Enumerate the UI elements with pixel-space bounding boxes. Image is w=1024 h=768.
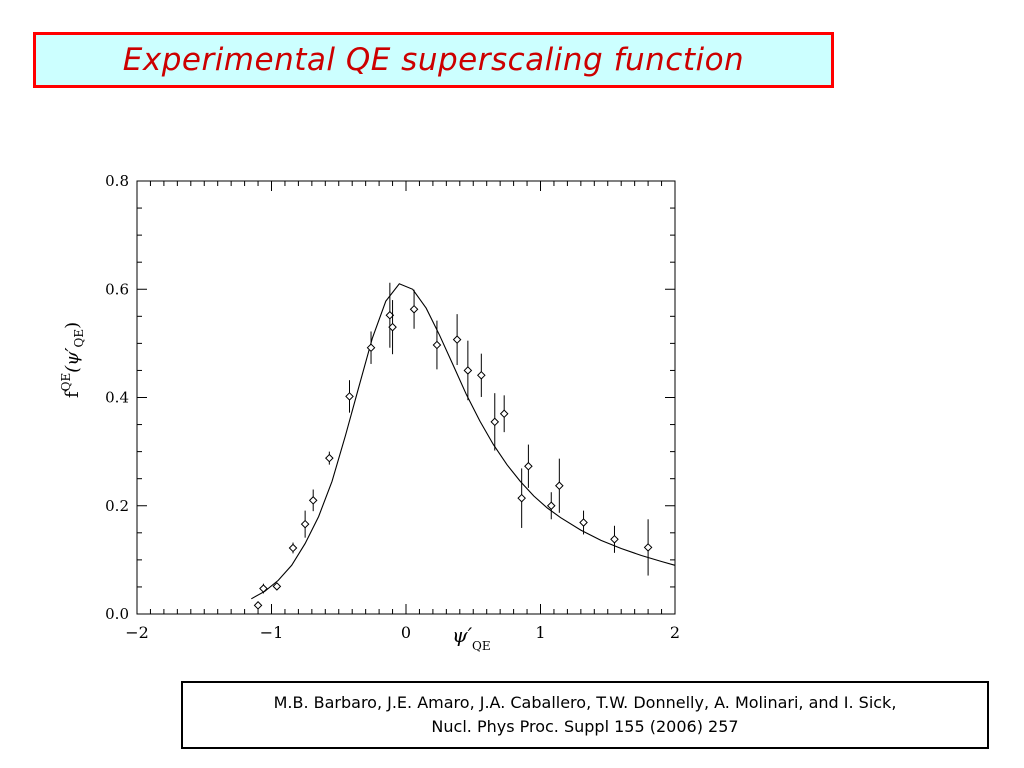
data-point — [300, 519, 310, 529]
data-point — [452, 335, 462, 344]
data-point — [463, 366, 473, 375]
data-point — [272, 582, 282, 591]
data-point — [579, 518, 588, 527]
x-tick-label: 2 — [670, 623, 680, 642]
y-label-close: ) — [62, 322, 83, 329]
plot-frame — [136, 180, 676, 615]
points-layer — [253, 282, 653, 610]
data-point — [259, 584, 268, 593]
x-tick-label: −1 — [260, 623, 284, 642]
y-label-sup: QE — [59, 373, 73, 392]
data-point — [499, 409, 509, 419]
y-tick-label: 0.2 — [105, 497, 129, 515]
data-point — [432, 340, 442, 350]
y-label-main: f — [62, 390, 83, 398]
data-point — [345, 392, 354, 401]
data-point — [517, 493, 526, 503]
data-point — [546, 501, 556, 511]
x-tick-label: 0 — [401, 623, 411, 642]
title-banner: Experimental QE superscaling function — [33, 32, 834, 88]
x-axis-label: ψ′ — [452, 623, 473, 647]
y-tick-label: 0.8 — [105, 172, 129, 190]
data-point — [477, 371, 486, 380]
axes-layer — [136, 180, 676, 615]
data-point — [253, 601, 263, 610]
y-label-arg-sub: QE — [72, 329, 86, 348]
data-point — [308, 496, 318, 505]
y-tick-label: 0.6 — [105, 280, 129, 298]
fit-curve — [251, 283, 676, 600]
data-point — [388, 322, 397, 332]
y-tick-label: 0.0 — [105, 605, 129, 623]
data-point — [366, 343, 376, 353]
x-axis-label-sub: QE — [472, 639, 491, 653]
reference-line-2: Nucl. Phys Proc. Suppl 155 (2006) 257 — [431, 717, 739, 736]
y-axis-label-text: fQE(ψ′QE) — [59, 322, 86, 398]
data-point — [325, 453, 334, 463]
y-label-arg: (ψ′ — [62, 347, 83, 372]
data-point — [288, 543, 298, 553]
data-point — [610, 535, 619, 544]
data-point — [490, 417, 500, 427]
slide-title: Experimental QE superscaling function — [122, 42, 745, 78]
data-point — [643, 543, 653, 552]
y-tick-label: 0.4 — [105, 389, 129, 407]
data-point — [524, 461, 533, 471]
x-tick-label: 1 — [535, 623, 545, 642]
x-tick-label: −2 — [125, 623, 149, 642]
data-point — [409, 304, 419, 314]
reference-line-1: M.B. Barbaro, J.E. Amaro, J.A. Caballero… — [273, 693, 897, 712]
data-point — [555, 481, 564, 491]
y-axis-label: fQE(ψ′QE) — [59, 322, 86, 398]
curve-layer — [251, 283, 676, 600]
reference-box: M.B. Barbaro, J.E. Amaro, J.A. Caballero… — [181, 681, 989, 749]
